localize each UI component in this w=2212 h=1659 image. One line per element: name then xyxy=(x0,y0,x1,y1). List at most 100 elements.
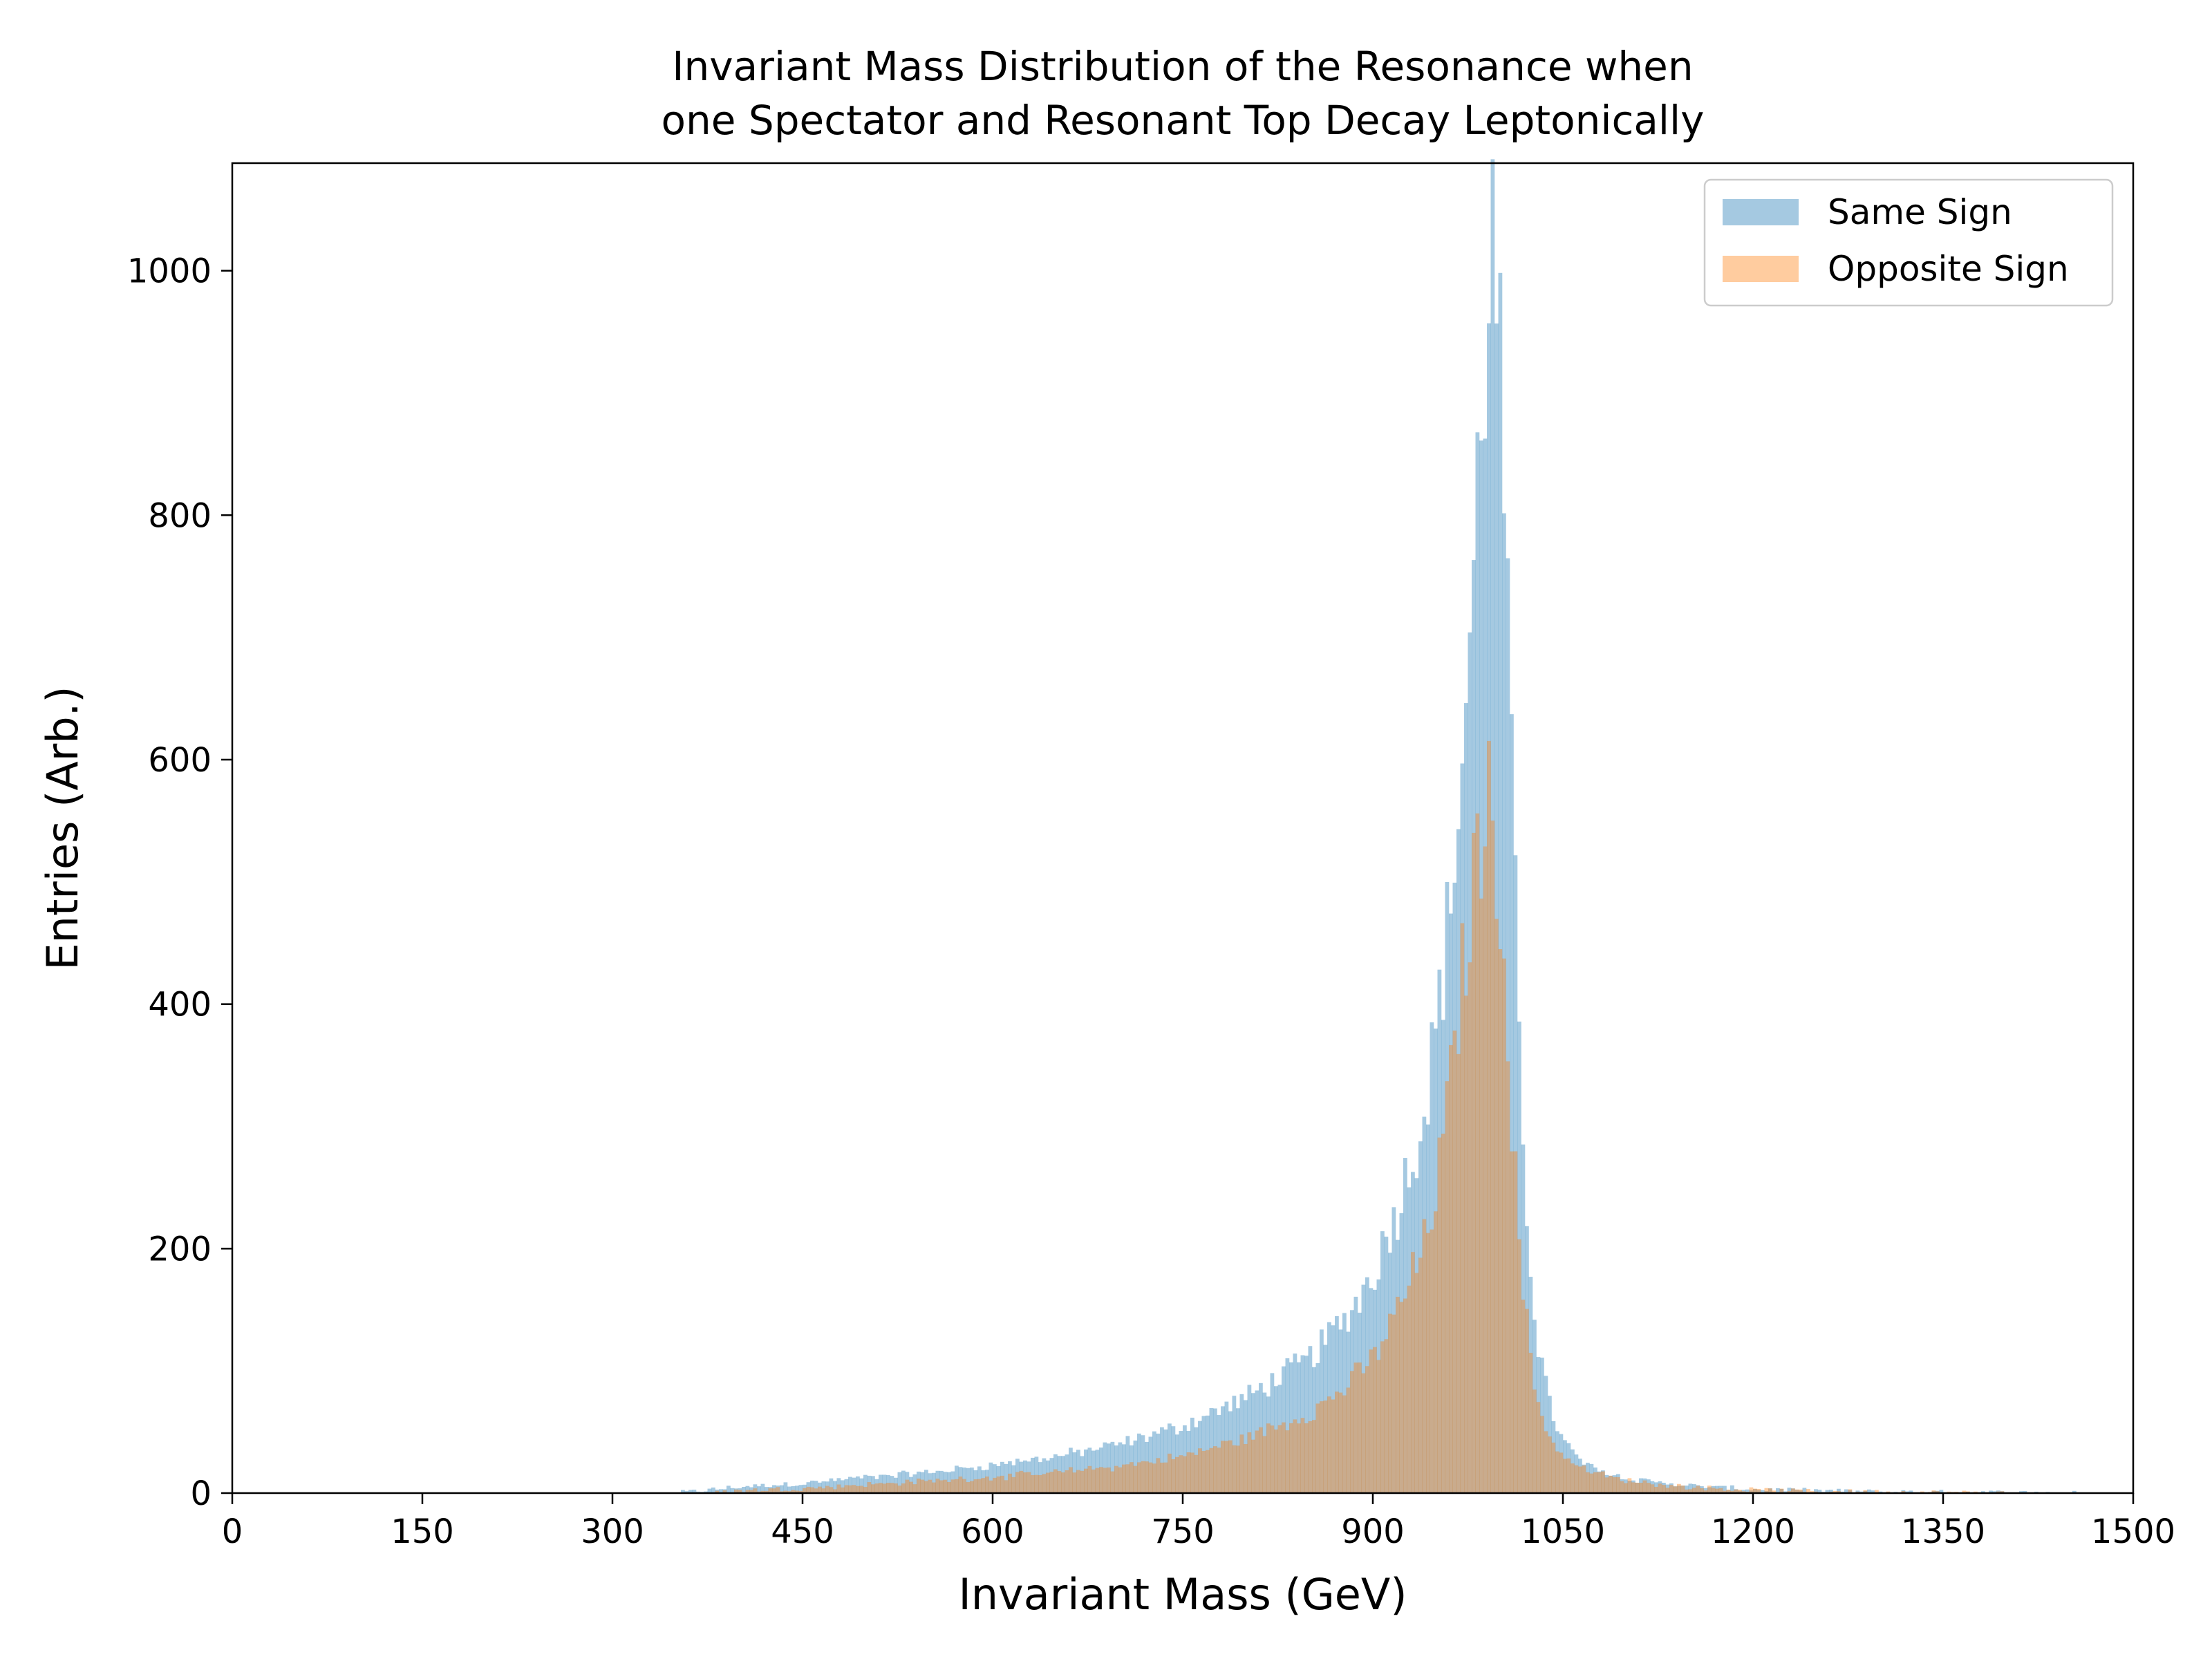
histogram-bar xyxy=(1061,1472,1065,1493)
histogram-bar xyxy=(1426,1124,1430,1493)
histogram-bar xyxy=(901,1483,906,1493)
histogram-bar xyxy=(1049,1458,1054,1493)
x-tick-label: 1200 xyxy=(1711,1512,1795,1551)
histogram-bar xyxy=(1563,1440,1567,1493)
histogram-bar xyxy=(1817,1490,1822,1493)
histogram-bar xyxy=(1582,1464,1586,1493)
histogram-bar xyxy=(795,1485,799,1493)
histogram-bar xyxy=(966,1468,971,1493)
histogram-bar xyxy=(874,1479,879,1493)
histogram-bar xyxy=(1680,1485,1685,1493)
histogram-bar xyxy=(912,1484,917,1493)
histogram-bar xyxy=(1350,1371,1354,1493)
histogram-bar xyxy=(1624,1479,1628,1493)
histogram-bar xyxy=(1168,1453,1172,1493)
histogram-bar xyxy=(1764,1491,1769,1493)
histogram-bar xyxy=(1042,1474,1047,1493)
y-tick-label: 0 xyxy=(190,1474,212,1513)
histogram-bar xyxy=(1023,1472,1027,1493)
histogram-bar xyxy=(1510,1151,1514,1493)
histogram-bar xyxy=(1274,1430,1278,1493)
histogram-bar xyxy=(1494,919,1499,1493)
histogram-bar xyxy=(1631,1482,1635,1493)
histogram-bar xyxy=(1304,1356,1309,1493)
histogram-bar xyxy=(1688,1489,1693,1493)
histogram-bar xyxy=(1589,1473,1594,1493)
histogram-bar xyxy=(684,1491,689,1493)
histogram-bar xyxy=(715,1489,720,1493)
histogram-bar xyxy=(1232,1396,1237,1493)
histogram-bar xyxy=(1517,1239,1521,1493)
histogram-bar xyxy=(867,1482,872,1493)
histogram-bar xyxy=(1437,969,1442,1493)
histogram-bar xyxy=(1300,1418,1305,1493)
histogram-bar xyxy=(863,1486,868,1493)
histogram-bar xyxy=(1103,1442,1107,1493)
histogram-bar xyxy=(1741,1490,1746,1493)
histogram-bar xyxy=(1551,1442,1556,1493)
histogram-bar xyxy=(1391,1314,1396,1493)
histogram-bar xyxy=(681,1490,685,1493)
histogram-bar xyxy=(1810,1491,1815,1493)
histogram-bar xyxy=(1772,1490,1777,1493)
histogram-bar xyxy=(1490,821,1495,1493)
histogram-bar xyxy=(1685,1485,1689,1493)
histogram-bar xyxy=(821,1488,826,1493)
histogram-bar xyxy=(867,1475,872,1493)
histogram-bar xyxy=(1148,1462,1153,1493)
histogram-bar xyxy=(1274,1386,1278,1493)
histogram-bar xyxy=(825,1481,830,1493)
histogram-bar xyxy=(1814,1489,1818,1493)
histogram-bar xyxy=(829,1478,834,1493)
histogram-bar xyxy=(798,1485,803,1493)
histogram-bar xyxy=(1008,1461,1012,1493)
histogram-bar xyxy=(814,1481,818,1493)
histogram-bar xyxy=(1338,1392,1343,1493)
histogram-bar xyxy=(1578,1459,1582,1493)
histogram-bar xyxy=(1764,1488,1769,1493)
histogram-bar xyxy=(1768,1488,1772,1493)
histogram-bar xyxy=(836,1484,841,1493)
legend-swatch-same-sign xyxy=(1723,199,1799,225)
histogram-bar xyxy=(1578,1466,1582,1493)
histogram-bar xyxy=(1285,1358,1290,1493)
histogram-bar xyxy=(1320,1329,1324,1493)
histogram-bar xyxy=(1418,1257,1423,1493)
histogram-bar xyxy=(1669,1483,1674,1493)
histogram-bar xyxy=(1163,1462,1168,1493)
histogram-bar xyxy=(1688,1483,1693,1493)
x-axis-ticks: 0 150 300 450 600 750 900 1050 1200 1350 1500 xyxy=(222,1493,2175,1551)
histogram-bar xyxy=(1867,1489,1871,1493)
histogram-bar xyxy=(1761,1490,1765,1493)
histogram-bar xyxy=(947,1472,951,1493)
histogram-bar xyxy=(810,1487,814,1493)
histogram-bar xyxy=(1460,923,1465,1493)
histogram-bar xyxy=(1099,1467,1103,1493)
histogram-bar xyxy=(1711,1485,1716,1493)
histogram-bar xyxy=(1430,1229,1434,1493)
histogram-bar xyxy=(905,1472,910,1493)
histogram-bar xyxy=(1989,1490,1993,1493)
histogram-bar xyxy=(1544,1431,1548,1493)
histogram-bar xyxy=(1571,1449,1575,1493)
histogram-bar xyxy=(1373,1289,1377,1493)
histogram-bar xyxy=(1361,1284,1366,1493)
histogram-bar xyxy=(1183,1456,1187,1493)
histogram-bar xyxy=(1080,1470,1085,1493)
histogram-bar xyxy=(2019,1491,2023,1493)
histogram-bar xyxy=(1289,1423,1293,1493)
histogram-bar xyxy=(1749,1487,1754,1493)
histogram-bar xyxy=(1502,513,1506,1493)
histogram-bar xyxy=(722,1490,727,1493)
histogram-bar xyxy=(1053,1469,1058,1493)
histogram-bar xyxy=(1517,1021,1521,1493)
histogram-bar xyxy=(1141,1435,1145,1493)
histogram-bar xyxy=(1669,1485,1674,1493)
histogram-bar xyxy=(1468,962,1472,1493)
histogram-bar xyxy=(1365,1366,1369,1493)
histogram-bar xyxy=(966,1482,971,1493)
histogram-bar xyxy=(1616,1474,1620,1493)
histogram-bar xyxy=(1266,1396,1271,1493)
histogram-bar xyxy=(1498,949,1503,1493)
histogram-bar xyxy=(1255,1430,1259,1493)
